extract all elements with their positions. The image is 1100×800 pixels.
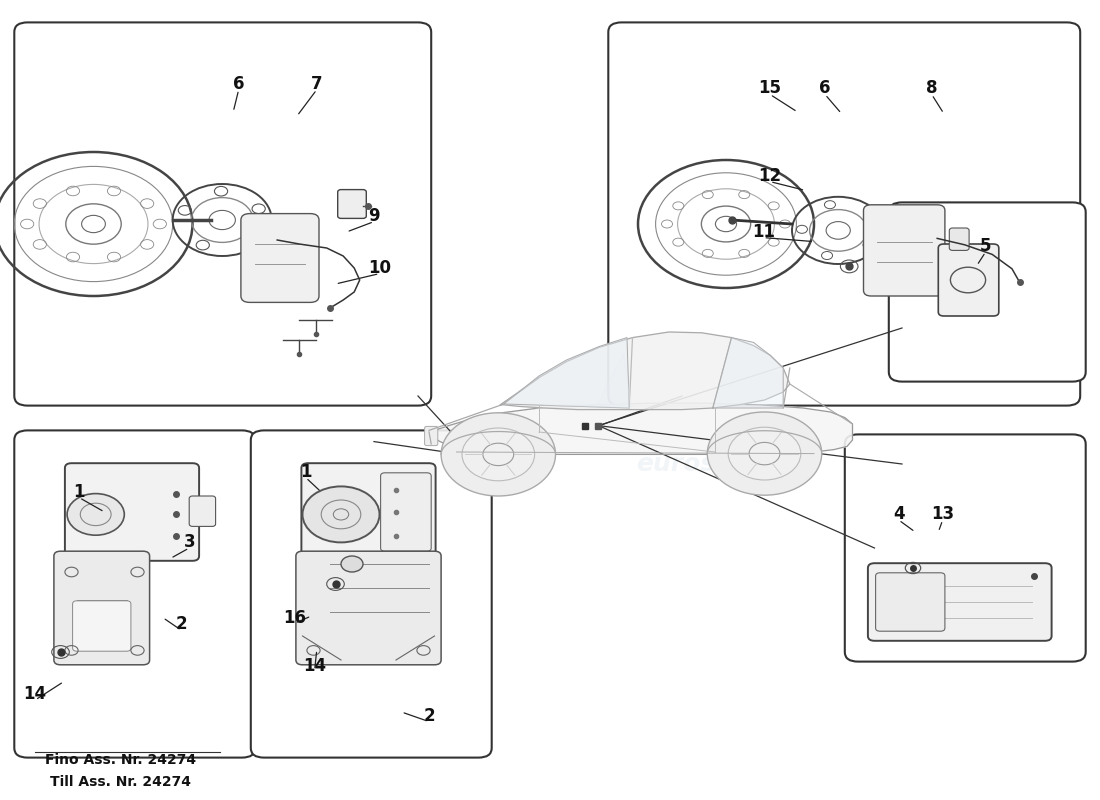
Text: Fino Ass. Nr. 24274: Fino Ass. Nr. 24274 [45, 753, 197, 767]
Text: 10: 10 [368, 259, 390, 277]
Text: 1: 1 [74, 483, 85, 501]
Circle shape [728, 427, 801, 480]
Polygon shape [543, 354, 631, 408]
Text: 12: 12 [758, 167, 782, 185]
FancyBboxPatch shape [251, 430, 492, 758]
FancyBboxPatch shape [54, 551, 150, 665]
Circle shape [302, 486, 379, 542]
FancyBboxPatch shape [189, 496, 216, 526]
Polygon shape [500, 332, 790, 410]
FancyBboxPatch shape [241, 214, 319, 302]
Text: 2: 2 [176, 615, 187, 633]
FancyBboxPatch shape [889, 202, 1086, 382]
Text: 5: 5 [980, 237, 991, 254]
FancyBboxPatch shape [938, 244, 999, 316]
Text: eurospares: eurospares [636, 452, 794, 476]
Circle shape [67, 494, 124, 535]
Text: 8: 8 [926, 79, 937, 97]
Text: 9: 9 [368, 207, 379, 225]
Text: 11: 11 [752, 223, 774, 241]
FancyBboxPatch shape [876, 573, 945, 631]
Text: 1: 1 [300, 463, 311, 481]
FancyBboxPatch shape [381, 473, 431, 551]
Text: 14: 14 [302, 657, 327, 674]
Text: 14: 14 [23, 686, 47, 703]
Text: 6: 6 [820, 79, 830, 97]
Polygon shape [504, 338, 629, 408]
Text: 2: 2 [424, 707, 434, 725]
Text: 13: 13 [931, 505, 955, 522]
Text: 16: 16 [284, 609, 306, 626]
Text: Till Ass. Nr. 24274: Till Ass. Nr. 24274 [51, 774, 191, 789]
Circle shape [462, 428, 535, 481]
Text: eurospares: eurospares [713, 228, 871, 252]
Text: 4: 4 [893, 505, 904, 522]
FancyBboxPatch shape [868, 563, 1052, 641]
Text: eurospares: eurospares [135, 228, 294, 252]
FancyBboxPatch shape [425, 426, 438, 446]
Circle shape [441, 413, 556, 496]
FancyBboxPatch shape [14, 430, 255, 758]
FancyBboxPatch shape [864, 205, 945, 296]
Polygon shape [429, 403, 852, 454]
Text: 6: 6 [233, 75, 244, 93]
FancyBboxPatch shape [65, 463, 199, 561]
Circle shape [341, 556, 363, 572]
Polygon shape [713, 338, 783, 408]
FancyBboxPatch shape [14, 22, 431, 406]
Text: eurospares: eurospares [249, 578, 389, 598]
FancyBboxPatch shape [608, 22, 1080, 406]
Text: 3: 3 [184, 533, 195, 550]
FancyBboxPatch shape [338, 190, 366, 218]
Text: 7: 7 [311, 75, 322, 93]
Circle shape [707, 412, 822, 495]
FancyBboxPatch shape [301, 463, 436, 561]
FancyBboxPatch shape [73, 601, 131, 651]
FancyBboxPatch shape [949, 228, 969, 250]
FancyBboxPatch shape [845, 434, 1086, 662]
Text: 15: 15 [759, 79, 781, 97]
FancyBboxPatch shape [296, 551, 441, 665]
